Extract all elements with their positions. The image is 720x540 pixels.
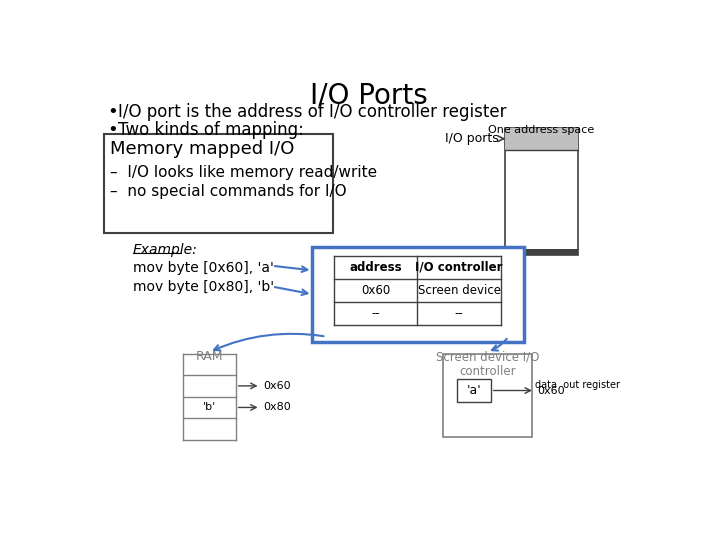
Text: data  out register: data out register xyxy=(535,381,620,390)
Text: 0x80: 0x80 xyxy=(263,402,291,413)
Text: –  no special commands for I/O: – no special commands for I/O xyxy=(110,184,347,199)
Text: address: address xyxy=(349,261,402,274)
Text: 0x60: 0x60 xyxy=(537,386,564,395)
Bar xyxy=(505,128,578,255)
Text: –  I/O looks like memory read/write: – I/O looks like memory read/write xyxy=(110,165,377,180)
Text: Memory mapped I/O: Memory mapped I/O xyxy=(110,140,294,158)
Text: 0x60: 0x60 xyxy=(361,284,390,297)
Text: •: • xyxy=(107,103,118,122)
Bar xyxy=(443,354,532,437)
Text: Screen device I/O
controller: Screen device I/O controller xyxy=(436,350,539,379)
Text: I/O ports: I/O ports xyxy=(445,132,498,145)
Text: 0x60: 0x60 xyxy=(263,381,290,391)
Text: --: -- xyxy=(455,307,464,320)
Text: •: • xyxy=(107,121,118,139)
Text: RAM: RAM xyxy=(196,350,223,363)
Text: I/O port is the address of I/O controller register: I/O port is the address of I/O controlle… xyxy=(118,103,506,122)
Text: --: -- xyxy=(372,307,380,320)
Text: I/O controller: I/O controller xyxy=(415,261,503,274)
Text: Screen device: Screen device xyxy=(418,284,500,297)
Text: 'b': 'b' xyxy=(203,402,216,413)
Text: One address space: One address space xyxy=(488,125,595,135)
Bar xyxy=(505,249,578,255)
Bar xyxy=(505,128,578,150)
Bar xyxy=(312,247,524,342)
Bar xyxy=(456,379,490,402)
Text: Example:: Example: xyxy=(132,244,197,258)
Text: 'a': 'a' xyxy=(467,384,481,397)
Text: I/O Ports: I/O Ports xyxy=(310,82,428,110)
Text: mov byte [0x80], 'b': mov byte [0x80], 'b' xyxy=(132,280,274,294)
Bar xyxy=(104,134,333,233)
Text: mov byte [0x60], 'a': mov byte [0x60], 'a' xyxy=(132,261,274,275)
Text: Two kinds of mapping:: Two kinds of mapping: xyxy=(118,121,304,139)
